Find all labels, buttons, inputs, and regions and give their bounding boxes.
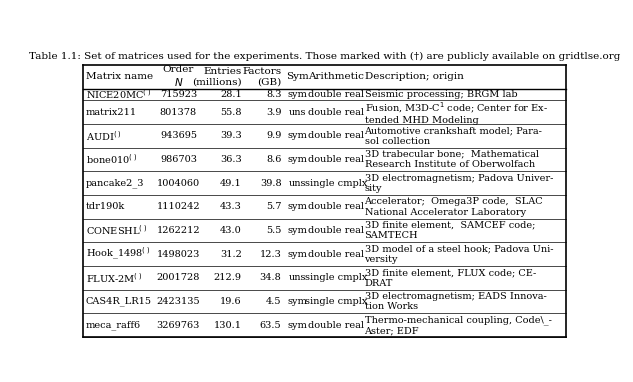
Text: sym: sym [287,131,308,141]
Text: 63.5: 63.5 [260,321,282,330]
Text: 1004060: 1004060 [157,179,200,188]
Text: 49.1: 49.1 [220,179,242,188]
Text: 43.3: 43.3 [220,202,242,211]
Text: 3D finite element, FLUX code; CE-
DRAT: 3D finite element, FLUX code; CE- DRAT [365,268,536,288]
Text: 19.6: 19.6 [220,297,242,306]
Text: sym: sym [287,250,308,259]
Text: single cmplx: single cmplx [305,297,367,306]
Text: 986703: 986703 [160,155,197,164]
Text: Factors
(GB): Factors (GB) [242,67,282,86]
Text: CAS4R_LR15: CAS4R_LR15 [86,297,152,306]
Text: Matrix name: Matrix name [86,72,153,81]
Text: uns: uns [289,274,306,282]
Text: 3.9: 3.9 [266,108,282,117]
Text: matrix211: matrix211 [86,108,137,117]
Text: 28.1: 28.1 [220,90,242,99]
Text: uns: uns [289,108,306,117]
Text: Arithmetic: Arithmetic [308,72,364,81]
Text: 55.8: 55.8 [220,108,242,117]
Text: 1110242: 1110242 [156,202,200,211]
Text: Table 1.1: Set of matrices used for the experiments. Those marked with (†) are p: Table 1.1: Set of matrices used for the … [28,52,620,60]
Text: 1498023: 1498023 [157,250,200,259]
Text: meca_raff6: meca_raff6 [86,320,141,330]
Text: double real: double real [308,250,364,259]
Text: Sym: Sym [286,72,309,81]
Text: Accelerator;  Omega3P code,  SLAC
National Accelerator Laboratory: Accelerator; Omega3P code, SLAC National… [365,197,543,217]
Text: sym: sym [287,155,308,164]
Text: double real: double real [308,321,364,330]
Text: 3D finite element,  SAMCEF code;
SAMTECH: 3D finite element, SAMCEF code; SAMTECH [365,221,535,240]
Text: Order
$N$: Order $N$ [163,65,194,88]
Text: pancake2_3: pancake2_3 [86,178,144,188]
Text: 31.2: 31.2 [220,250,242,259]
Text: 12.3: 12.3 [260,250,282,259]
Text: bone010$^{( \ )}$: bone010$^{( \ )}$ [86,153,138,167]
Text: 5.5: 5.5 [266,226,282,235]
Text: double real: double real [308,202,364,211]
Text: 3269763: 3269763 [157,321,200,330]
Text: double real: double real [308,131,364,141]
Text: sym: sym [287,202,308,211]
Text: 43.0: 43.0 [220,226,242,235]
Text: NICE20MC$^{( \ )}$: NICE20MC$^{( \ )}$ [86,87,152,102]
Text: AUDI$^{( \ )}$: AUDI$^{( \ )}$ [86,129,122,143]
Text: tdr190k: tdr190k [86,202,125,211]
Text: 212.9: 212.9 [214,274,242,282]
Text: Hook_1498$^{( \ )}$: Hook_1498$^{( \ )}$ [86,246,151,262]
Text: 39.8: 39.8 [260,179,282,188]
Text: 3D electromagnetism; Padova Univer-
sity: 3D electromagnetism; Padova Univer- sity [365,173,553,193]
Text: Description; origin: Description; origin [365,72,463,81]
Text: sym: sym [287,90,308,99]
Text: 1262212: 1262212 [156,226,200,235]
Text: 8.6: 8.6 [266,155,282,164]
Text: 3D electromagnetism; EADS Innova-
tion Works: 3D electromagnetism; EADS Innova- tion W… [365,292,546,311]
Text: Fusion, M3D-C$^1$ code; Center for Ex-
tended MHD Modeling: Fusion, M3D-C$^1$ code; Center for Ex- t… [365,100,548,125]
Text: 8.3: 8.3 [266,90,282,99]
Text: 801378: 801378 [160,108,197,117]
Text: double real: double real [308,226,364,235]
Text: uns: uns [289,179,306,188]
Text: 34.8: 34.8 [260,274,282,282]
Text: sym: sym [287,321,308,330]
Text: double real: double real [308,155,364,164]
Text: CONESHL$^{( \ )}$: CONESHL$^{( \ )}$ [86,224,147,238]
Text: FLUX-2M$^{( \ )}$: FLUX-2M$^{( \ )}$ [86,271,143,285]
Text: double real: double real [308,90,364,99]
Text: Automotive crankshaft model; Para-
sol collection: Automotive crankshaft model; Para- sol c… [365,126,542,146]
Text: 5.7: 5.7 [266,202,282,211]
Text: sym: sym [287,297,308,306]
Text: 36.3: 36.3 [220,155,242,164]
Text: single cmplx: single cmplx [305,179,367,188]
Text: 2001728: 2001728 [157,274,200,282]
Text: sym: sym [287,226,308,235]
Text: single cmplx: single cmplx [305,274,367,282]
Text: 715923: 715923 [160,90,197,99]
Text: 943695: 943695 [160,131,197,141]
Text: 3D trabecular bone;  Mathematical
Research Institute of Oberwolfach: 3D trabecular bone; Mathematical Researc… [365,150,539,169]
Text: 2423135: 2423135 [156,297,200,306]
Text: 4.5: 4.5 [266,297,282,306]
Text: 3D model of a steel hook; Padova Uni-
versity: 3D model of a steel hook; Padova Uni- ve… [365,244,553,264]
Text: 39.3: 39.3 [220,131,242,141]
Text: Thermo-mechanical coupling, Code\_-
Aster; EDF: Thermo-mechanical coupling, Code\_- Aste… [365,315,551,335]
Text: 9.9: 9.9 [266,131,282,141]
Text: Seismic processing; BRGM lab: Seismic processing; BRGM lab [365,90,517,99]
Text: 130.1: 130.1 [214,321,242,330]
Text: double real: double real [308,108,364,117]
Text: Entries
(millions): Entries (millions) [192,67,242,86]
